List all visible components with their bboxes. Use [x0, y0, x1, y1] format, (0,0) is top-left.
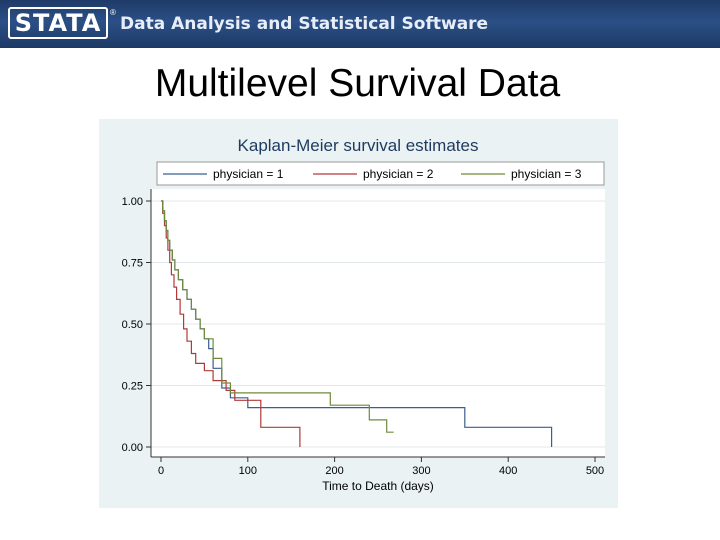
legend-label: physician = 1 — [213, 167, 284, 181]
x-tick-label: 200 — [325, 465, 343, 477]
stata-logo: STATA — [8, 7, 108, 39]
y-tick-label: 0.25 — [122, 381, 143, 393]
km-chart-svg: Kaplan-Meier survival estimates physician… — [99, 119, 618, 508]
y-tick-label: 0.00 — [122, 442, 143, 454]
legend-label: physician = 2 — [363, 167, 434, 181]
x-axis-label: Time to Death (days) — [322, 479, 434, 493]
km-curve-physician-3 — [161, 200, 394, 433]
header-banner: STATA ® Data Analysis and Statistical So… — [0, 0, 720, 48]
slide-title: Multilevel Survival Data — [154, 62, 561, 105]
legend-label: physician = 3 — [511, 167, 582, 181]
legend-box — [156, 161, 605, 186]
x-tick-label: 300 — [412, 465, 430, 477]
y-tick-label: 0.50 — [122, 319, 143, 331]
y-tick-label: 1.00 — [122, 196, 143, 208]
x-tick-label: 400 — [499, 465, 517, 477]
x-tick-label: 100 — [239, 465, 257, 477]
plot-region — [151, 189, 605, 457]
registered-mark: ® — [110, 8, 116, 17]
x-tick-label: 500 — [586, 465, 604, 477]
chart-title: Kaplan-Meier survival estimates — [238, 136, 479, 155]
km-chart: Kaplan-Meier survival estimates physician… — [99, 119, 618, 508]
banner-tagline: Data Analysis and Statistical Software — [120, 14, 489, 34]
y-tick-label: 0.75 — [122, 258, 143, 270]
x-tick-label: 0 — [158, 465, 164, 477]
km-curve-physician-2 — [161, 200, 301, 447]
